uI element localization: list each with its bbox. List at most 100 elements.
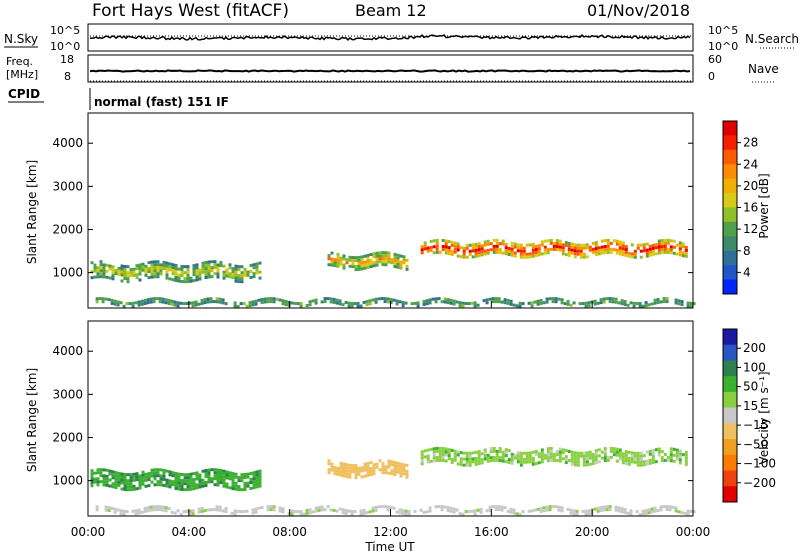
heatmap-cell <box>606 238 610 242</box>
heatmap-cell <box>497 505 501 509</box>
heatmap-cell <box>357 469 361 473</box>
heatmap-cell <box>521 510 525 514</box>
heatmap-cell <box>140 299 144 303</box>
heatmap-cell <box>449 506 453 510</box>
heatmap-cell <box>180 482 184 485</box>
heatmap-cell <box>452 299 456 303</box>
velocity-ylabel: Slant Range [km] <box>25 368 39 472</box>
heatmap-cell <box>96 480 100 484</box>
heatmap-cell <box>489 450 493 454</box>
heatmap-cell <box>612 453 616 457</box>
heatmap-cell <box>201 478 205 482</box>
heatmap-cell <box>666 455 670 459</box>
heatmap-cell <box>390 460 394 464</box>
heatmap-cell <box>96 471 100 475</box>
heatmap-cell <box>147 478 151 482</box>
heatmap-cell <box>105 269 109 273</box>
heatmap-cell <box>213 266 217 270</box>
heatmap-cell <box>674 298 678 302</box>
heatmap-cell <box>363 266 367 270</box>
heatmap-cell <box>561 243 565 247</box>
heatmap-cell <box>180 280 184 283</box>
heatmap-cell <box>462 252 466 256</box>
heatmap-cell <box>204 270 208 273</box>
heatmap-cell <box>546 459 550 463</box>
heatmap-cell <box>543 239 547 243</box>
heatmap-cell <box>672 245 676 249</box>
heatmap-cell <box>528 460 532 464</box>
heatmap-cell <box>258 478 262 482</box>
heatmap-cell <box>182 510 186 514</box>
heatmap-cell <box>119 509 123 513</box>
heatmap-cell <box>195 275 199 279</box>
heatmap-cell <box>372 252 376 256</box>
heatmap-cell <box>434 297 438 301</box>
heatmap-cell <box>203 298 207 302</box>
heatmap-cell <box>600 450 604 454</box>
colorbar-segment <box>723 236 737 252</box>
heatmap-cell <box>660 456 664 460</box>
heatmap-cell <box>630 252 634 256</box>
heatmap-cell <box>462 451 466 455</box>
heatmap-cell <box>594 458 598 462</box>
heatmap-cell <box>507 458 511 461</box>
heatmap-cell <box>119 512 123 516</box>
heatmap-cell <box>105 477 109 481</box>
heatmap-cell <box>237 277 241 281</box>
heatmap-cell <box>450 457 454 461</box>
heatmap-cell <box>360 258 364 262</box>
heatmap-cell <box>603 251 607 255</box>
heatmap-cell <box>207 480 211 484</box>
heatmap-cell <box>447 457 451 461</box>
heatmap-cell <box>651 252 655 256</box>
heatmap-cell <box>669 450 673 454</box>
heatmap-cell <box>174 481 178 484</box>
heatmap-cell <box>491 505 495 509</box>
heatmap-cell <box>344 509 348 512</box>
heatmap-cell <box>195 278 199 282</box>
heatmap-cell <box>200 506 204 510</box>
heatmap-cell <box>669 251 673 255</box>
heatmap-cell <box>471 460 475 464</box>
heatmap-cell <box>152 297 156 301</box>
heatmap-cell <box>357 466 361 470</box>
heatmap-cell <box>585 246 589 250</box>
heatmap-cell <box>339 470 343 474</box>
heatmap-cell <box>480 461 484 465</box>
heatmap-cell <box>162 260 166 264</box>
heatmap-cell <box>138 477 142 481</box>
heatmap-cell <box>684 254 688 258</box>
heatmap-cell <box>272 508 276 512</box>
heatmap-cell <box>656 301 660 304</box>
heatmap-cell <box>471 255 475 259</box>
heatmap-cell <box>519 451 523 455</box>
heatmap-cell <box>228 486 232 490</box>
heatmap-cell <box>633 460 637 464</box>
heatmap-cell <box>519 460 523 464</box>
heatmap-cell <box>378 254 382 258</box>
heatmap-cell <box>660 245 664 249</box>
heatmap-cell <box>159 263 163 267</box>
heatmap-cell <box>630 243 634 247</box>
heatmap-cell <box>567 245 571 248</box>
heatmap-cell <box>498 459 502 463</box>
heatmap-cell <box>461 512 465 516</box>
heatmap-cell <box>129 488 133 492</box>
heatmap-cell <box>137 511 141 515</box>
heatmap-cell <box>144 472 148 476</box>
heatmap-cell <box>156 480 160 484</box>
heatmap-cell <box>444 251 448 255</box>
heatmap-cell <box>506 301 510 305</box>
colorbar-segment <box>723 344 737 361</box>
heatmap-cell <box>659 508 663 512</box>
heatmap-cell <box>662 505 666 509</box>
heatmap-cell <box>492 238 496 242</box>
heatmap-cell <box>576 246 580 250</box>
heatmap-cell <box>389 506 393 509</box>
heatmap-cell <box>252 486 256 490</box>
heatmap-cell <box>498 251 502 255</box>
heatmap-cell <box>609 250 613 254</box>
heatmap-cell <box>242 302 246 305</box>
heatmap-cell <box>122 512 126 516</box>
heatmap-cell <box>533 300 537 304</box>
